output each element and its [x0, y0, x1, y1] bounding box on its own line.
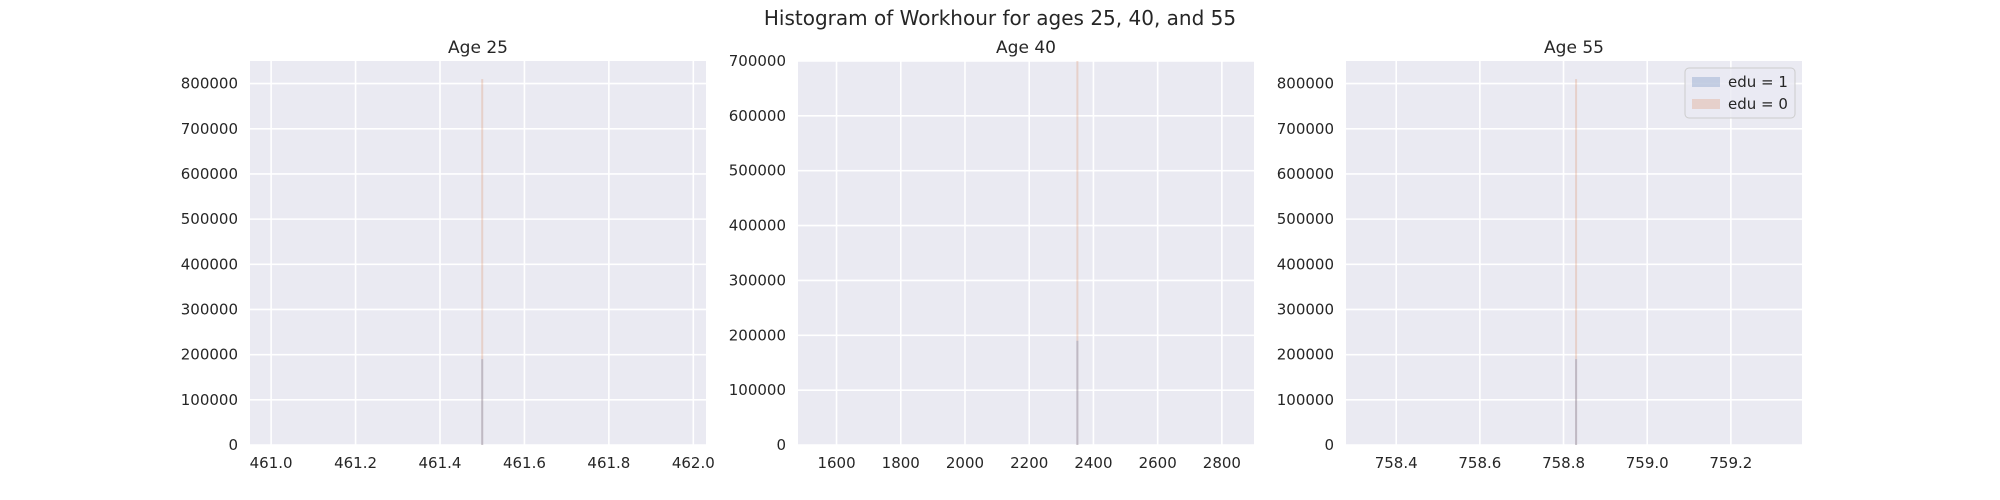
y-tick-label: 300000: [729, 271, 786, 289]
x-tick-label: 461.6: [503, 454, 546, 472]
plot-area: [1346, 61, 1802, 445]
x-tick-label: 758.4: [1375, 454, 1418, 472]
plot-area: [798, 61, 1254, 445]
subplot-age-40: 1600 1800 2000 2200 2400 2600 2800 0 100000 20000…: [729, 38, 1254, 472]
y-tick-label: 0: [228, 436, 238, 454]
legend-label: edu = 0: [1728, 95, 1788, 113]
x-tick-label: 2000: [946, 454, 984, 472]
y-tick-label: 600000: [181, 165, 238, 183]
y-tick-label: 700000: [181, 120, 238, 138]
x-tick-label: 1600: [817, 454, 855, 472]
bar-edu-0: [481, 79, 484, 445]
x-tick-label: 461.8: [587, 454, 630, 472]
figure-title: Histogram of Workhour for ages 25, 40, a…: [763, 6, 1237, 30]
y-tick-label: 400000: [181, 255, 238, 273]
y-tick-label: 200000: [181, 346, 238, 364]
bar-edu-0: [1575, 79, 1578, 445]
y-tick-label: 100000: [1277, 391, 1334, 409]
bar-edu-1: [1076, 340, 1079, 445]
subplot-title: Age 25: [448, 38, 508, 58]
y-tick-label: 100000: [181, 391, 238, 409]
bar-edu-0: [1076, 61, 1079, 445]
y-tick-label: 200000: [1277, 346, 1334, 364]
subplot-title: Age 40: [996, 38, 1056, 58]
y-tick-label: 500000: [729, 162, 786, 180]
legend-swatch: [1692, 99, 1720, 109]
y-tick-label: 800000: [181, 75, 238, 93]
x-tick-label: 461.4: [419, 454, 462, 472]
legend-label: edu = 1: [1728, 73, 1788, 91]
y-tick-label: 700000: [1277, 120, 1334, 138]
x-tick-label: 758.6: [1458, 454, 1501, 472]
y-tick-label: 400000: [1277, 255, 1334, 273]
x-tick-label: 461.2: [334, 454, 377, 472]
legend-swatch: [1692, 77, 1720, 87]
subplot-age-25: 461.0 461.2 461.4 461.6 461.8 462.0 0 100000 200…: [181, 38, 715, 472]
bar-edu-1: [1575, 359, 1578, 445]
y-tick-label: 600000: [729, 107, 786, 125]
y-tick-label: 100000: [729, 381, 786, 399]
y-tick-label: 800000: [1277, 75, 1334, 93]
x-tick-label: 461.0: [250, 454, 293, 472]
bar-edu-1: [481, 359, 484, 445]
y-tick-label: 200000: [729, 326, 786, 344]
x-tick-label: 2400: [1074, 454, 1112, 472]
legend: edu = 1 edu = 0: [1684, 67, 1796, 119]
y-tick-label: 700000: [729, 52, 786, 70]
y-tick-label: 600000: [1277, 165, 1334, 183]
x-tick-label: 2600: [1139, 454, 1177, 472]
x-tick-label: 759.2: [1709, 454, 1752, 472]
legend-box: [1684, 67, 1796, 119]
x-tick-label: 759.0: [1626, 454, 1669, 472]
subplot-age-55: 758.4 758.6 758.8 759.0 759.2 0 100000 200000 30…: [1277, 38, 1802, 472]
y-tick-label: 0: [776, 436, 786, 454]
x-tick-label: 2200: [1010, 454, 1048, 472]
x-tick-label: 758.8: [1542, 454, 1585, 472]
y-tick-label: 300000: [181, 300, 238, 318]
y-tick-label: 500000: [181, 210, 238, 228]
y-tick-label: 300000: [1277, 300, 1334, 318]
x-tick-label: 2800: [1203, 454, 1241, 472]
x-tick-label: 462.0: [672, 454, 715, 472]
plot-area: [250, 61, 706, 445]
subplot-title: Age 55: [1544, 38, 1604, 58]
y-tick-label: 0: [1324, 436, 1334, 454]
x-tick-label: 1800: [882, 454, 920, 472]
y-tick-label: 400000: [729, 217, 786, 235]
y-tick-label: 500000: [1277, 210, 1334, 228]
